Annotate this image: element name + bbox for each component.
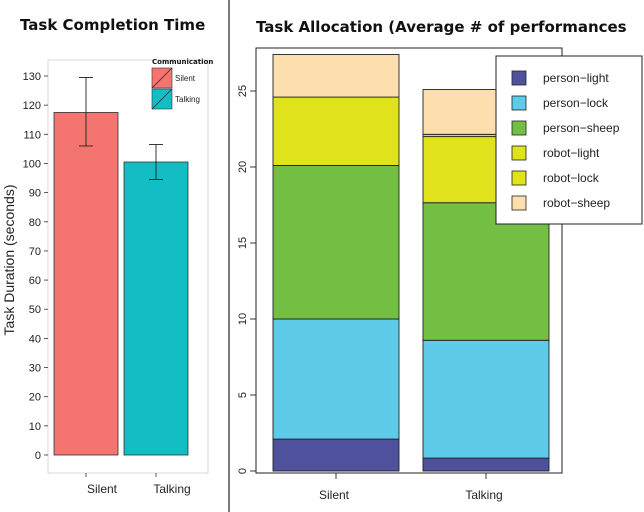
completion-y-tick-label: 110 [23,129,41,141]
allocation-y-tick-label: 15 [237,237,249,249]
completion-y-tick-label: 0 [35,450,41,462]
allocation-segment [272,438,400,472]
allocation-segment [272,165,400,320]
completion-time-chart: Task Completion Time Task Duration (seco… [1,16,213,496]
completion-y-tick-label: 20 [29,392,41,404]
completion-y-axis: 0 10 20 30 40 50 60 70 80 90 100 110 120 130 [23,71,48,462]
completion-y-tick-label: 130 [23,71,41,83]
allocation-y-tick-label: 20 [237,161,249,173]
allocation-legend-label: person−light [543,71,609,85]
completion-y-tick-label: 40 [29,333,41,345]
completion-y-tick-label: 90 [29,188,41,200]
allocation-legend-swatch [511,195,527,211]
completion-bar-silent [53,112,119,456]
allocation-legend-label: robot−sheep [543,196,610,210]
allocation-legend: person−light person−lock person−sheep robot… [495,55,643,225]
completion-legend-swatch-line [151,88,173,110]
allocation-segment [422,202,550,341]
allocation-y-tick-label: 5 [237,392,249,398]
completion-y-axis-label: Task Duration (seconds) [1,185,17,336]
completion-legend-swatch-line [151,67,173,89]
allocation-legend-label: person−sheep [543,121,620,135]
allocation-segment [422,457,550,472]
completion-bar-talking [123,161,189,456]
completion-legend: Communication Silent Talking [151,58,213,110]
completion-y-tick-label: 30 [29,363,41,375]
allocation-y-axis: 0 5 10 15 20 25 [237,85,256,474]
allocation-bars [272,54,550,472]
allocation-legend-label: person−lock [543,96,609,110]
allocation-y-tick-label: 10 [237,313,249,325]
completion-x-axis: Silent Talking [85,473,191,496]
allocation-segment [422,339,550,459]
allocation-legend-label: robot−lock [543,171,600,185]
completion-y-tick-label: 100 [23,158,41,170]
allocation-chart-title: Task Allocation (Average # of performanc… [256,18,627,36]
allocation-y-tick-label: 0 [237,468,249,474]
completion-y-tick-label: 70 [29,246,41,258]
completion-y-tick-label: 120 [23,100,41,112]
completion-y-tick-label: 10 [29,421,41,433]
allocation-legend-swatch [511,170,527,186]
completion-chart-title: Task Completion Time [20,16,205,34]
allocation-x-tick-label: Talking [465,488,502,502]
allocation-plot-frame [255,47,563,474]
allocation-segment [272,318,400,440]
completion-x-tick-label: Talking [153,482,190,496]
completion-y-tick-label: 60 [29,275,41,287]
completion-legend-label: Silent [175,74,196,83]
task-allocation-chart: Task Allocation (Average # of performanc… [237,18,643,502]
completion-legend-label: Talking [175,95,200,104]
allocation-legend-swatch [511,70,527,86]
allocation-x-axis: Silent Talking [319,473,503,502]
completion-legend-title: Communication [152,58,213,66]
allocation-x-tick-label: Silent [319,488,350,502]
allocation-legend-swatch [511,120,527,136]
completion-x-tick-label: Silent [87,482,118,496]
completion-y-tick-label: 80 [29,217,41,229]
completion-bars [53,77,189,456]
completion-y-tick-label: 50 [29,304,41,316]
allocation-segment [272,96,400,166]
allocation-legend-swatch [511,145,527,161]
allocation-y-tick-label: 25 [237,85,249,97]
allocation-legend-label: robot−light [543,146,600,160]
allocation-segment [272,54,400,98]
allocation-legend-swatch [511,95,527,111]
